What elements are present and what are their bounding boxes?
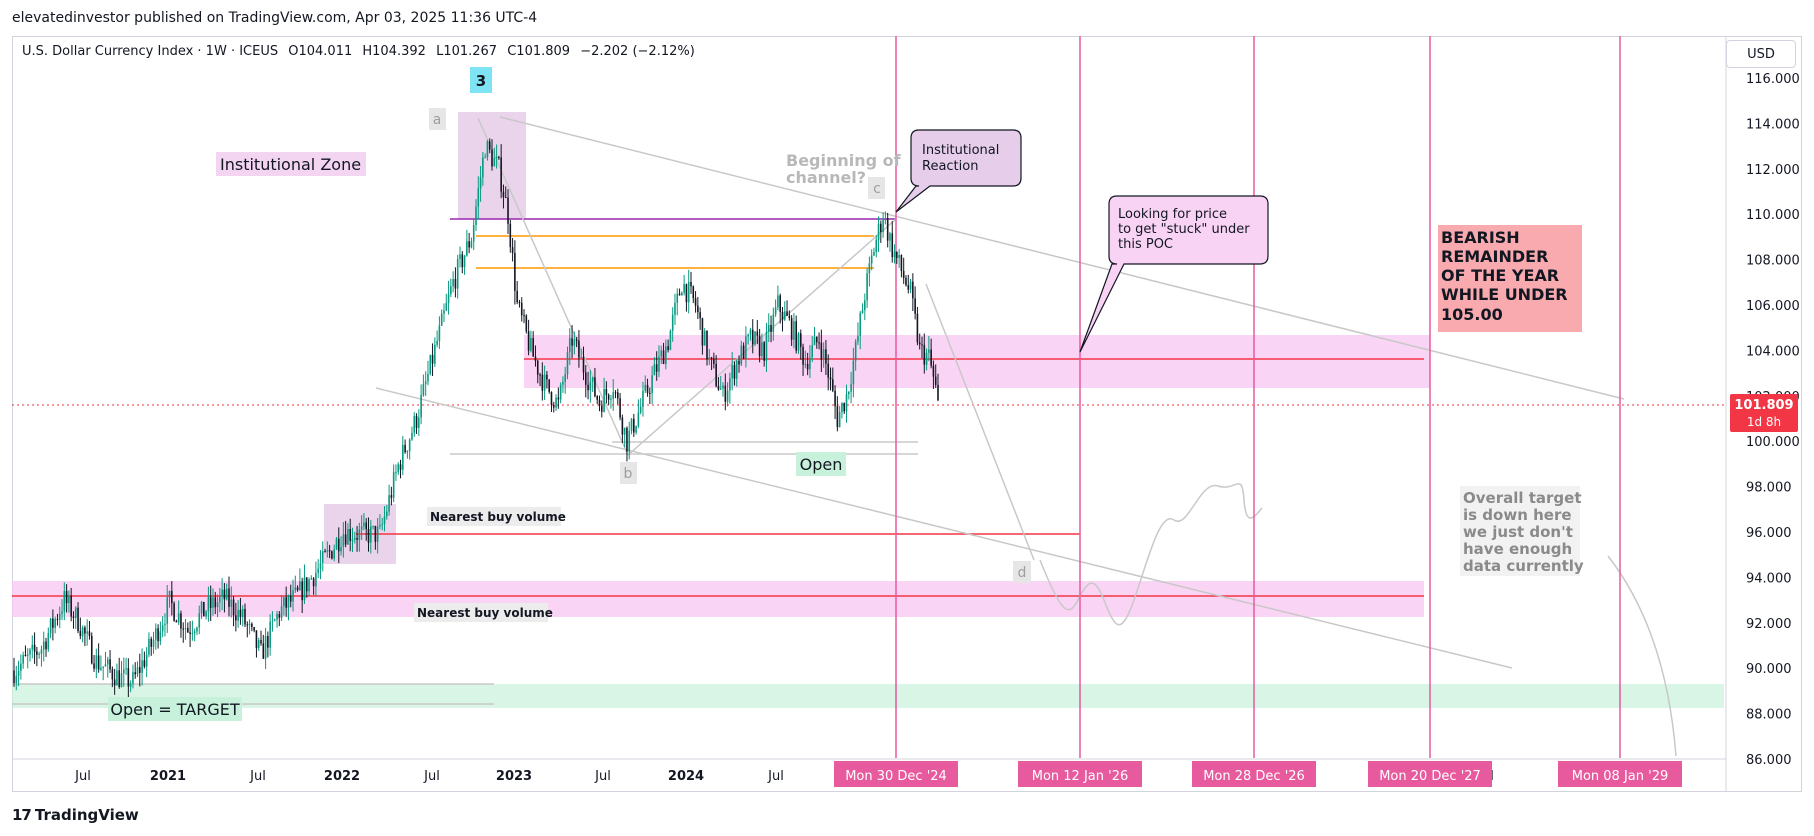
legend-open: O104.011 bbox=[288, 44, 353, 59]
chart-frame[interactable] bbox=[12, 36, 1802, 792]
legend-low: L101.267 bbox=[436, 44, 498, 59]
tradingview-logo-icon: 17 bbox=[12, 806, 32, 824]
legend-change: −2.202 (−2.12%) bbox=[580, 44, 695, 59]
legend-close: C101.809 bbox=[507, 44, 571, 59]
symbol-legend: U.S. Dollar Currency Index · 1W · ICEUS … bbox=[22, 44, 695, 59]
tradingview-brand[interactable]: 17 TradingView bbox=[12, 806, 139, 824]
brand-label: TradingView bbox=[34, 806, 139, 824]
currency-button[interactable]: USD bbox=[1726, 40, 1796, 68]
symbol-name[interactable]: U.S. Dollar Currency Index · 1W · ICEUS bbox=[22, 44, 279, 59]
published-line: elevatedinvestor published on TradingVie… bbox=[12, 10, 538, 26]
legend-high: H104.392 bbox=[362, 44, 426, 59]
